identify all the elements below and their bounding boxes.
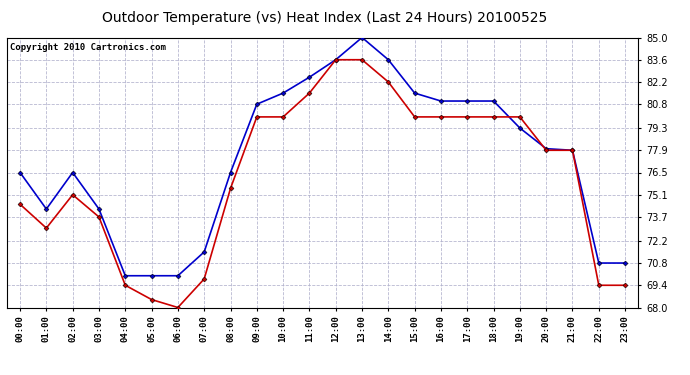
Text: Copyright 2010 Cartronics.com: Copyright 2010 Cartronics.com — [10, 43, 166, 52]
Text: Outdoor Temperature (vs) Heat Index (Last 24 Hours) 20100525: Outdoor Temperature (vs) Heat Index (Las… — [101, 11, 547, 25]
